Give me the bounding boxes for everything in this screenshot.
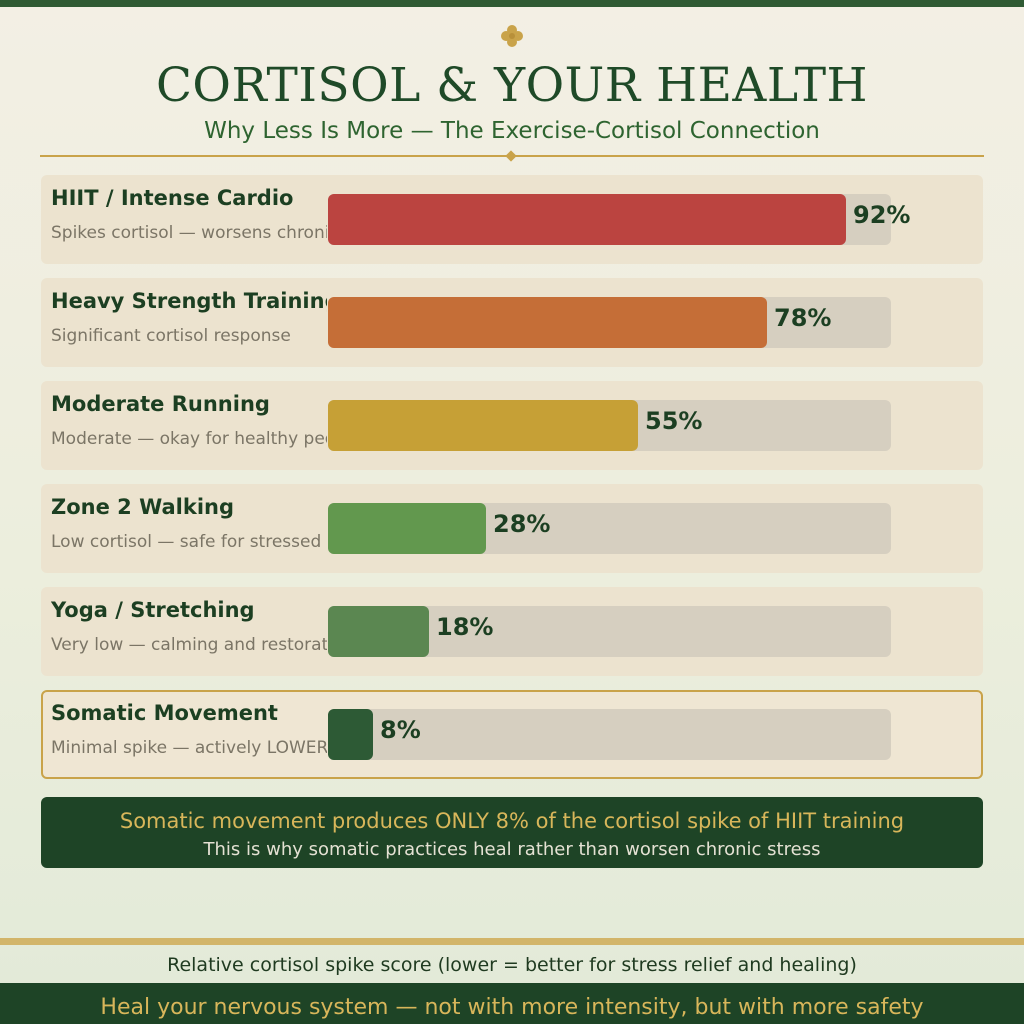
bar-track bbox=[328, 297, 891, 348]
bar-description: Low cortisol — safe for stressed bodies bbox=[51, 532, 327, 552]
page-title: CORTISOL & YOUR HEALTH bbox=[155, 58, 869, 113]
page-subtitle: Why Less Is More — The Exercise-Cortisol… bbox=[204, 118, 820, 144]
divider-diamond bbox=[505, 150, 517, 162]
callout-subline: This is why somatic practices heal rathe… bbox=[203, 839, 821, 860]
top-accent-bar bbox=[0, 0, 1024, 7]
bar-row: Somatic Movement Minimal spike — actively… bbox=[41, 690, 983, 779]
bar bbox=[328, 709, 373, 760]
bar-description: Minimal spike — actively LOWERS cortisol bbox=[51, 738, 327, 758]
axis-caption: Relative cortisol spike score (lower = b… bbox=[167, 954, 857, 976]
bar-row: Moderate Running Moderate — okay for heal… bbox=[41, 381, 983, 470]
bar-category-label: HIIT / Intense Cardio bbox=[51, 186, 294, 210]
bar bbox=[328, 503, 486, 554]
bar-track bbox=[328, 400, 891, 451]
bar-description: Very low — calming and restorative bbox=[51, 635, 327, 655]
bar-track bbox=[328, 709, 891, 760]
callout-headline: Somatic movement produces ONLY 8% of the… bbox=[119, 809, 905, 833]
footer-bar: Heal your nervous system — not with more… bbox=[0, 983, 1024, 1024]
bar-track bbox=[328, 503, 891, 554]
bar-value-label: 18% bbox=[436, 613, 494, 641]
bar-value-label: 55% bbox=[645, 407, 703, 435]
bar bbox=[328, 194, 846, 245]
bar bbox=[328, 297, 767, 348]
bar-category-label: Yoga / Stretching bbox=[51, 598, 255, 622]
bar-value-label: 78% bbox=[774, 304, 832, 332]
bar-row: HIIT / Intense Cardio Spikes cortisol — w… bbox=[41, 175, 983, 264]
bar-category-label: Somatic Movement bbox=[51, 701, 278, 725]
bar bbox=[328, 606, 429, 657]
bar-description: Spikes cortisol — worsens chronic stress bbox=[51, 223, 327, 243]
bar-track bbox=[328, 606, 891, 657]
footer-tagline: Heal your nervous system — not with more… bbox=[100, 995, 924, 1020]
bar-value-label: 92% bbox=[853, 201, 911, 229]
bar-category-label: Heavy Strength Training bbox=[51, 289, 327, 313]
footer-gold-band bbox=[0, 938, 1024, 945]
bar-description: Significant cortisol response bbox=[51, 326, 291, 346]
bar-value-label: 8% bbox=[380, 716, 421, 744]
bar-category-label: Zone 2 Walking bbox=[51, 495, 235, 519]
bar-row: Zone 2 Walking Low cortisol — safe for st… bbox=[41, 484, 983, 573]
bar-row: Heavy Strength Training Significant corti… bbox=[41, 278, 983, 367]
flower-ornament-icon bbox=[501, 25, 523, 47]
bar bbox=[328, 400, 638, 451]
bar-value-label: 28% bbox=[493, 510, 551, 538]
bar-description: Moderate — okay for healthy people bbox=[51, 429, 327, 449]
bar-track bbox=[328, 194, 891, 245]
bar-category-label: Moderate Running bbox=[51, 392, 270, 416]
callout-box: Somatic movement produces ONLY 8% of the… bbox=[41, 797, 983, 868]
bar-row: Yoga / Stretching Very low — calming and … bbox=[41, 587, 983, 676]
